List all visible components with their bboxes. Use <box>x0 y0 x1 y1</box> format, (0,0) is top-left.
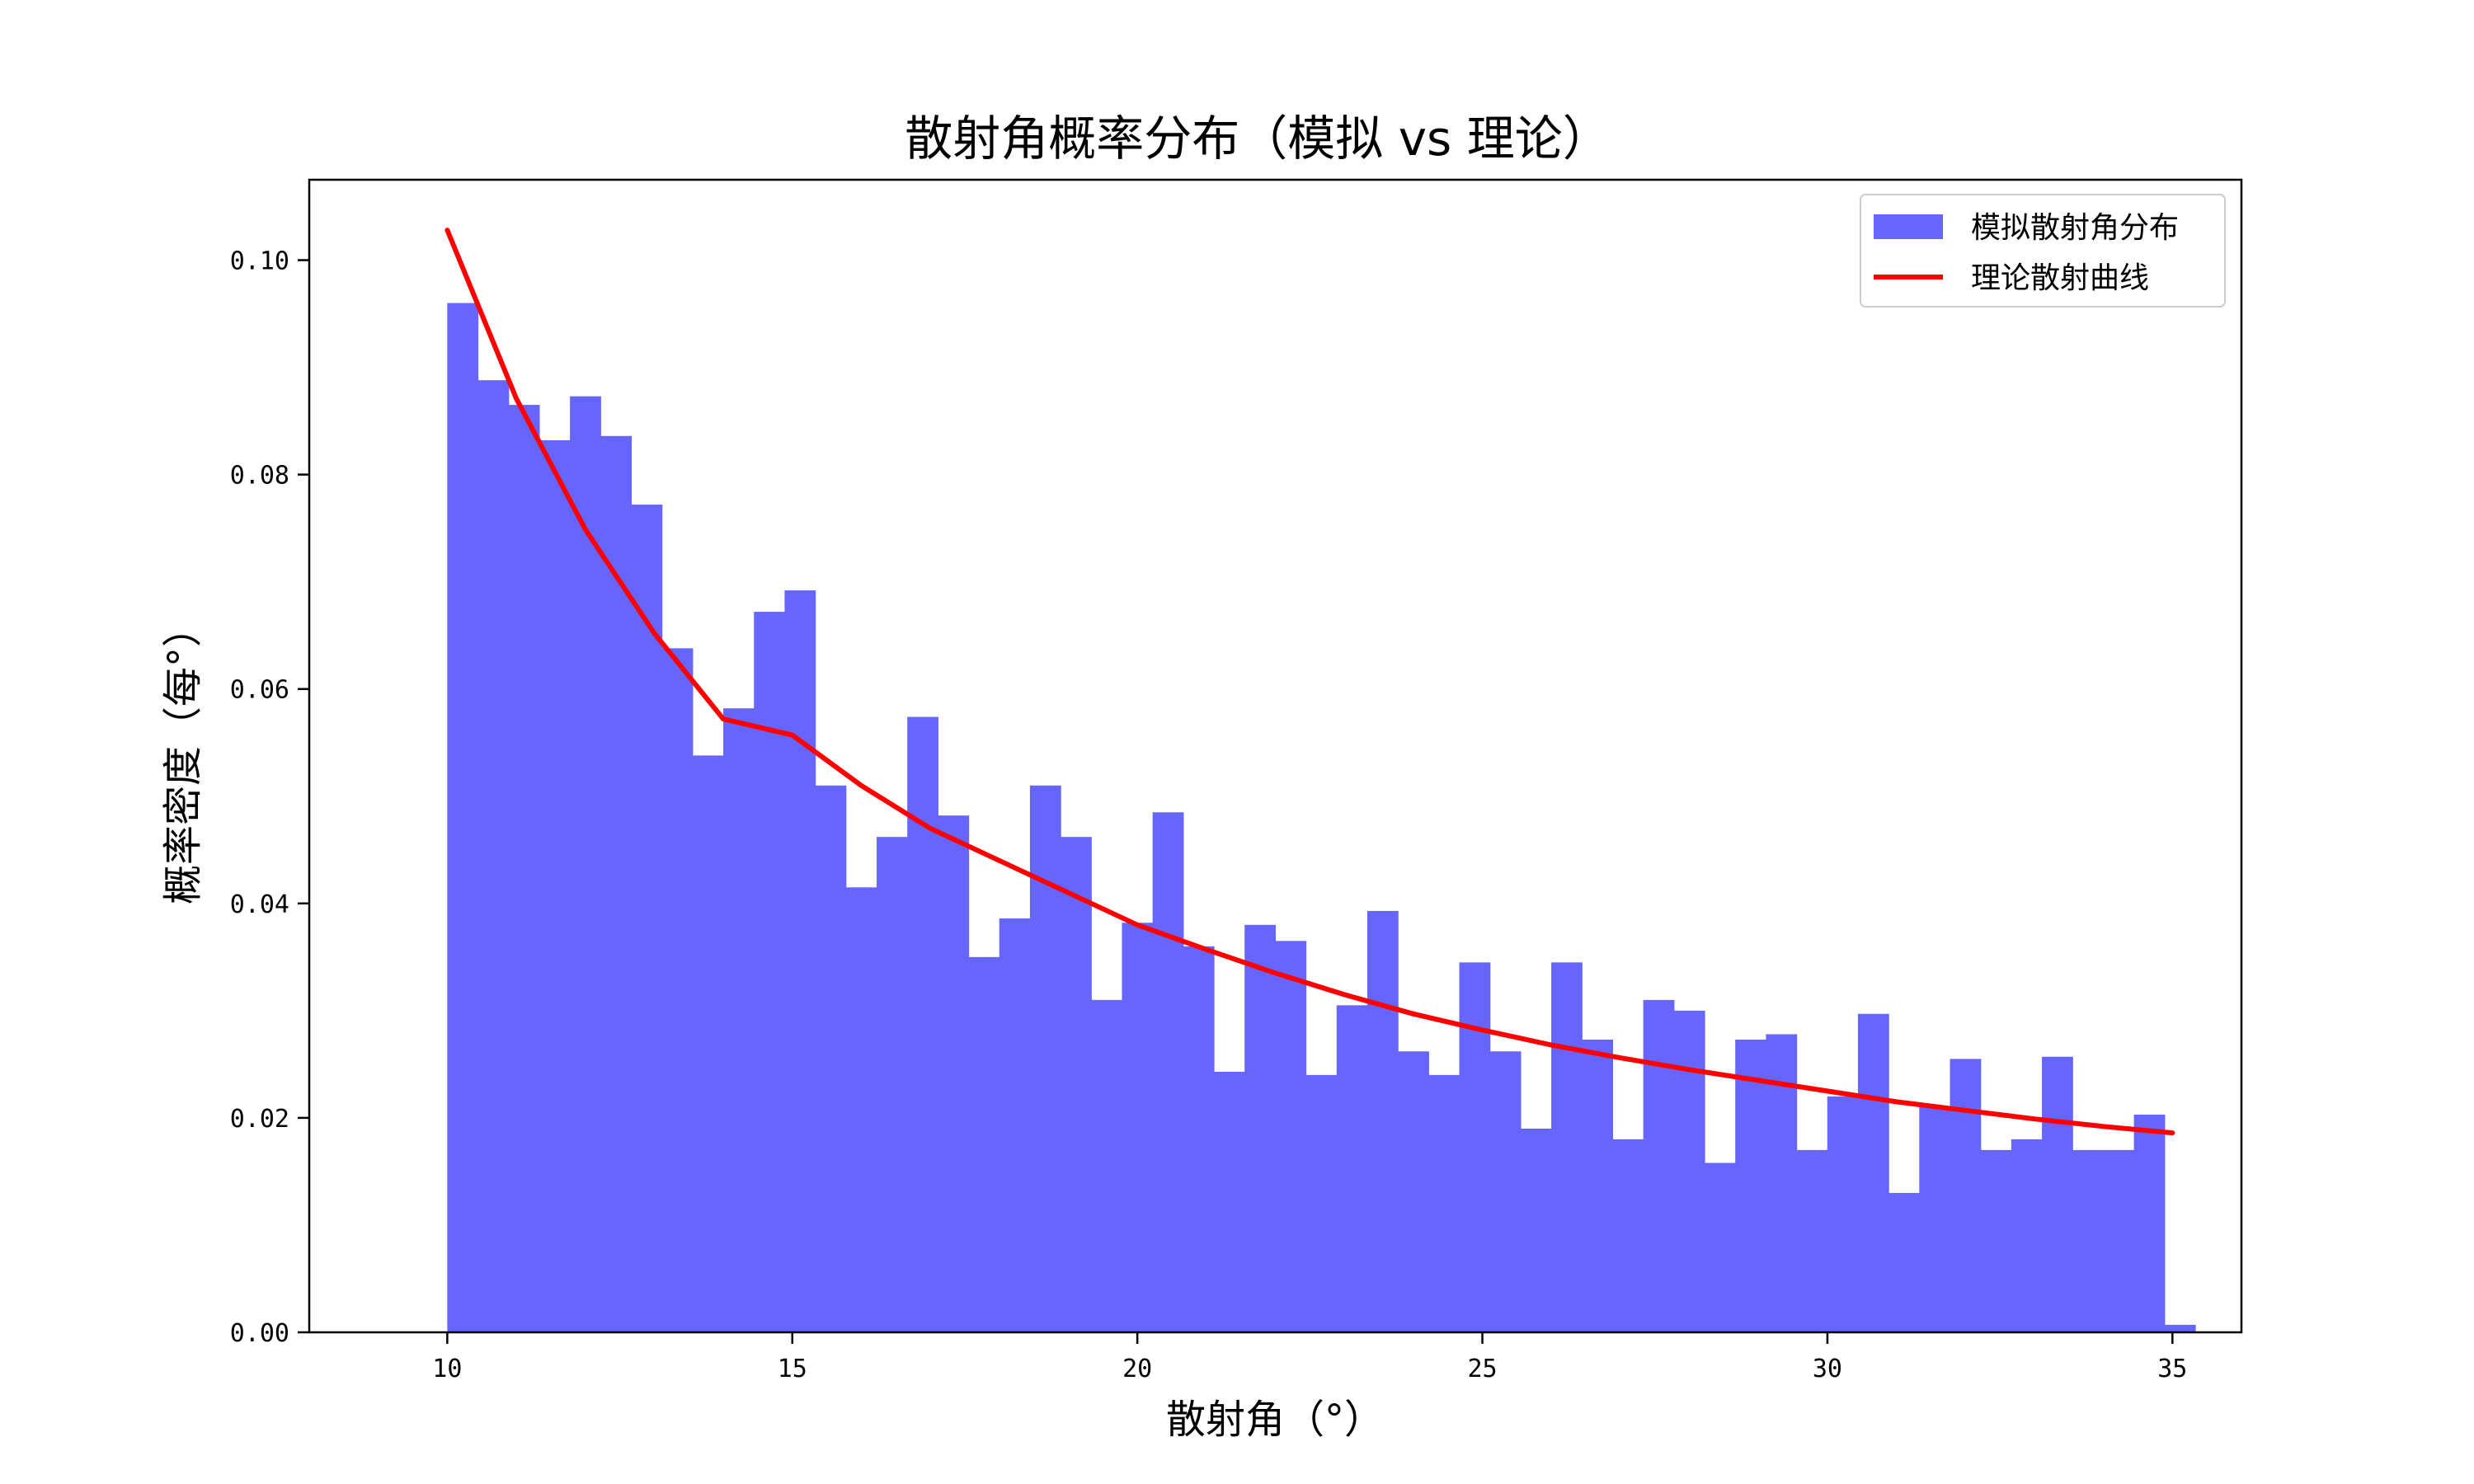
histogram-bar <box>508 405 540 1333</box>
x-tick-label: 25 <box>1467 1355 1497 1383</box>
histogram-bar <box>815 785 847 1332</box>
histogram-bar <box>907 716 938 1332</box>
legend: 模拟散射角分布 理论散射曲线 <box>1860 194 2226 308</box>
y-tick-label: 0.00 <box>230 1319 289 1348</box>
histogram-bar <box>876 837 908 1332</box>
legend-label-theory: 理论散射曲线 <box>1971 261 2149 295</box>
y-axis-ticks: 0.00 0.02 0.04 0.06 0.08 0.10 <box>230 247 309 1348</box>
histogram-bar <box>999 918 1031 1332</box>
histogram-bar <box>692 755 724 1332</box>
histogram-bar <box>1398 1051 1429 1332</box>
histogram-bar <box>1643 999 1675 1332</box>
histogram-bar <box>1305 1074 1338 1332</box>
x-tick-label: 20 <box>1122 1355 1152 1383</box>
legend-label-histogram: 模拟散射角分布 <box>1971 211 2179 245</box>
chart-title: 散射角概率分布（模拟 vs 理论） <box>905 110 1610 167</box>
histogram-bar <box>1827 1096 1859 1332</box>
histogram-bar <box>570 396 601 1332</box>
histogram-bar <box>1705 1162 1736 1332</box>
histogram-bar <box>1122 923 1154 1332</box>
legend-box <box>1860 194 2226 308</box>
histogram-bar <box>1336 1005 1368 1332</box>
histogram-bar <box>723 708 755 1332</box>
histogram-bar <box>1673 1010 1705 1332</box>
histogram-bar <box>1766 1034 1798 1332</box>
x-tick-label: 15 <box>778 1355 807 1383</box>
histogram-bar <box>754 612 786 1332</box>
histogram-bar <box>1489 1051 1522 1332</box>
plot-frame <box>308 178 2243 1334</box>
x-tick-label: 10 <box>432 1355 462 1383</box>
y-tick-label: 0.10 <box>230 247 289 276</box>
x-tick-label: 30 <box>1813 1355 1842 1383</box>
histogram-bar <box>1857 1013 1889 1332</box>
histogram-bar <box>2011 1139 2043 1332</box>
histogram-bar <box>938 815 970 1332</box>
histogram-bar <box>1950 1059 1982 1332</box>
histogram-bar <box>1428 1074 1460 1332</box>
histogram-bar <box>631 505 663 1332</box>
histogram-bar <box>661 648 694 1332</box>
histogram-bar <box>539 440 571 1333</box>
histogram-bar <box>1582 1039 1614 1332</box>
histogram-bar <box>2164 1324 2196 1332</box>
histogram-bar <box>1735 1039 1766 1332</box>
histogram-bar <box>784 590 816 1332</box>
histogram-bar <box>1214 1071 1245 1332</box>
histogram-bar <box>845 887 877 1332</box>
histogram-bar <box>1612 1139 1644 1332</box>
histogram-bar <box>477 380 510 1332</box>
histogram-bar <box>1520 1128 1552 1332</box>
histogram-bar <box>2133 1115 2166 1332</box>
histogram-bar <box>2042 1056 2073 1332</box>
y-tick-label: 0.06 <box>230 676 289 705</box>
histogram-bar <box>1796 1149 1828 1332</box>
histogram-bar <box>1152 812 1184 1332</box>
x-axis-title: 散射角（°） <box>1166 1397 1384 1443</box>
histogram-bar <box>1029 785 1061 1332</box>
histogram-bar <box>447 303 479 1333</box>
histogram-bar <box>1275 941 1307 1332</box>
histogram-bar <box>2103 1149 2135 1332</box>
histogram-bar <box>1980 1149 2012 1332</box>
histogram-bar <box>1244 924 1276 1332</box>
y-tick-label: 0.04 <box>230 890 289 919</box>
x-tick-label: 35 <box>2157 1355 2187 1383</box>
theory-curve-layer <box>444 228 2175 1136</box>
histogram-bar <box>968 956 1000 1332</box>
histogram-bar <box>1551 962 1583 1332</box>
theory-curve-line <box>444 228 2175 1136</box>
histogram-bar <box>1061 837 1092 1332</box>
y-tick-label: 0.08 <box>230 462 289 491</box>
histogram-bar <box>1183 946 1215 1332</box>
x-axis-ticks: 10 15 20 25 30 35 <box>432 1332 2187 1383</box>
histogram-bar <box>1091 999 1123 1332</box>
histogram-bars <box>447 303 2196 1333</box>
histogram-bar <box>1366 910 1399 1332</box>
y-tick-label: 0.02 <box>230 1105 289 1134</box>
histogram-bar <box>2072 1149 2105 1332</box>
histogram-bar <box>1459 962 1491 1332</box>
histogram-bar <box>1919 1106 1951 1332</box>
histogram-bar <box>1888 1192 1920 1332</box>
y-axis-title: 概率密度（每°） <box>160 608 206 904</box>
legend-swatch-histogram <box>1874 214 1943 239</box>
histogram-bar <box>600 435 633 1332</box>
